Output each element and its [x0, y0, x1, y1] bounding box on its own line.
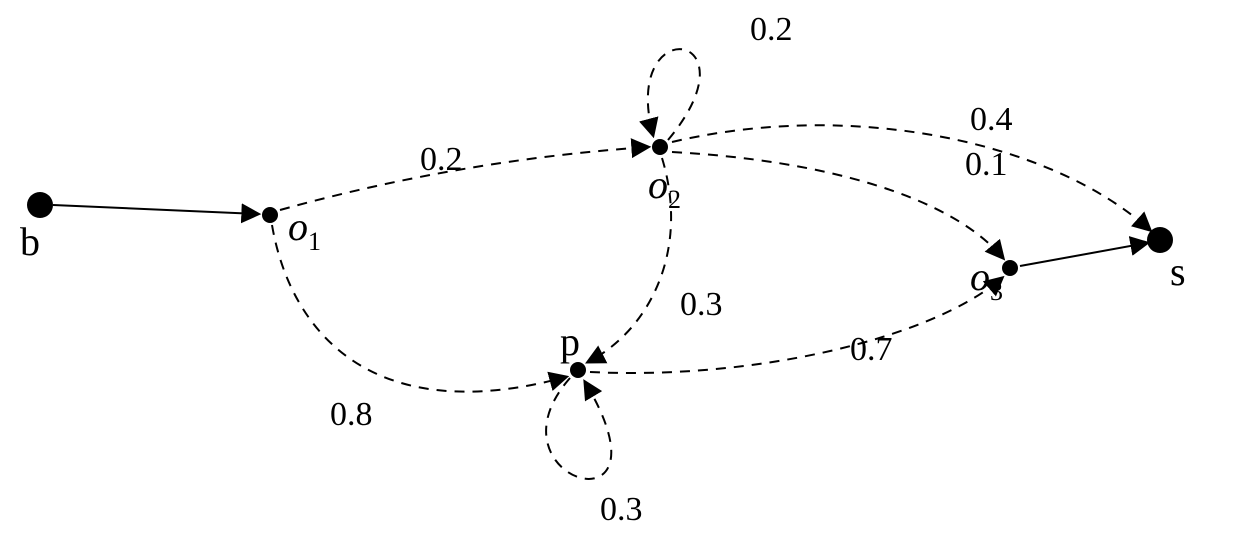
- edge-o3-s: [1020, 243, 1147, 266]
- node-label-p: p: [560, 319, 580, 364]
- edge-label-o2-p: 0.3: [680, 286, 723, 323]
- edge-label-p-p: 0.3: [600, 491, 643, 528]
- node-label-o1: o1: [288, 204, 321, 256]
- edge-p-p-selfloop: [546, 378, 611, 479]
- node-o3: [1002, 260, 1018, 276]
- node-p: [570, 362, 586, 378]
- edge-p-o3: [590, 278, 1002, 373]
- node-label-b: b: [20, 219, 40, 264]
- edge-o2-o2-selfloop: [648, 49, 700, 140]
- edge-label-p-o3: 0.7: [850, 331, 893, 368]
- node-label-o2: o2: [648, 162, 681, 214]
- edge-label-o1-o2: 0.2: [420, 141, 463, 178]
- edge-o2-o3: [672, 152, 1003, 258]
- edge-label-o2-s: 0.4: [970, 101, 1013, 138]
- edge-label-o2-o3: 0.1: [965, 146, 1008, 183]
- edge-b-o1: [53, 205, 258, 214]
- edge-label-o2-o2: 0.2: [750, 11, 793, 48]
- node-label-o3: o3: [970, 254, 1003, 306]
- probabilistic-graph: 0.2 0.8 0.2 0.3 0.4 0.1 0.3 0.7 b o1 o2 …: [0, 0, 1236, 533]
- edge-o1-o2: [280, 147, 648, 210]
- node-label-s: s: [1170, 249, 1186, 294]
- node-o2: [652, 139, 668, 155]
- node-o1: [262, 207, 278, 223]
- edge-labels: 0.2 0.8 0.2 0.3 0.4 0.1 0.3 0.7: [330, 11, 1013, 528]
- edge-o2-s: [672, 125, 1150, 230]
- edge-label-o1-p: 0.8: [330, 396, 373, 433]
- node-b: [27, 192, 53, 218]
